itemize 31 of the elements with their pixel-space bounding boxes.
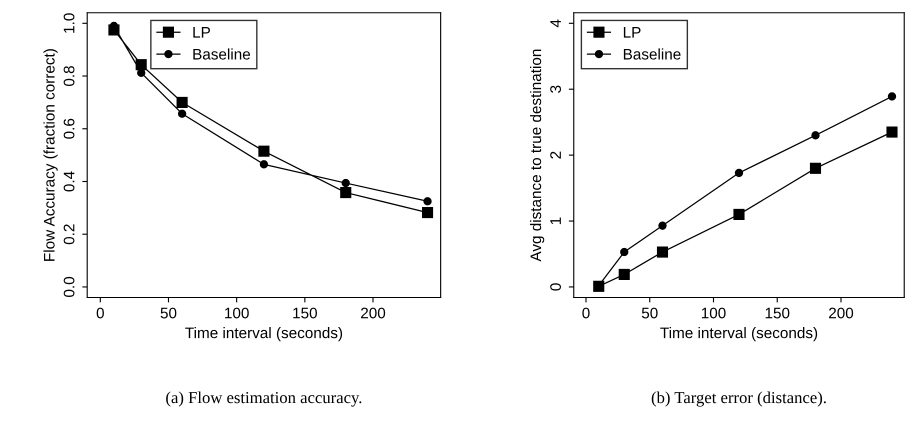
x-tick-label: 50 <box>642 308 658 318</box>
x-tick-label: 0 <box>96 308 104 318</box>
legend-label: Baseline <box>624 48 681 60</box>
legend-label: LP <box>193 27 210 38</box>
x-axis-title: Time interval (seconds) <box>660 327 818 342</box>
y-tick-label: 0.0 <box>64 276 74 297</box>
x-tick-label: 50 <box>160 308 176 318</box>
y-axis-title: Avg distance to true destination <box>530 50 544 262</box>
x-tick-label: 200 <box>361 308 386 318</box>
y-tick-label: 0.2 <box>64 224 74 244</box>
x-tick-label: 100 <box>225 308 249 318</box>
y-tick-label: 3 <box>550 86 562 93</box>
y-tick-label: 0.4 <box>64 171 74 192</box>
y-tick-label: 1.0 <box>64 13 74 33</box>
y-tick-label: 4 <box>550 19 561 28</box>
y-tick-label: 0.8 <box>64 66 74 86</box>
y-tick-label: 1 <box>550 218 561 224</box>
text: (b) Target error (distance). <box>652 391 826 407</box>
legend-label: Baseline <box>193 48 250 60</box>
x-tick-label: 150 <box>293 308 317 318</box>
y-axis-title: Flow Accuracy (fraction correct) <box>43 49 58 261</box>
x-axis-title: Time interval (seconds) <box>185 327 342 342</box>
y-tick-label: 0 <box>550 283 562 291</box>
text: (a) Flow estimation accuracy. <box>166 391 362 407</box>
y-tick-label: 0.6 <box>64 118 74 139</box>
x-tick-label: 150 <box>766 308 790 318</box>
legend-label: LP <box>624 27 641 38</box>
y-tick-label: 2 <box>550 152 561 159</box>
x-tick-label: 100 <box>702 308 726 318</box>
x-tick-label: 0 <box>582 308 590 318</box>
x-tick-label: 200 <box>829 308 854 318</box>
